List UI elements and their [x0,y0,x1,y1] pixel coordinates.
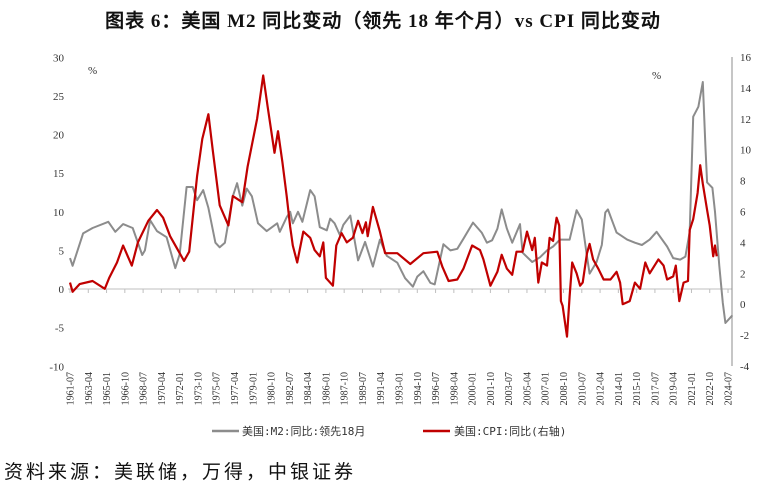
x-axis-tick-label: 1986-01 [321,372,332,405]
x-axis-tick-label: 2014-01 [614,372,625,405]
x-axis-tick-label: 1968-07 [139,372,150,405]
x-axis-tick-label: 1965-01 [102,372,113,405]
right-axis-tick-label: 4 [740,237,746,249]
x-axis-tick-label: 1961-07 [66,372,77,405]
x-axis-tick-label: 1973-10 [193,372,204,405]
left-axis-tick-label: 30 [53,52,65,64]
x-axis-tick-label: 2005-04 [522,372,533,405]
x-axis-tick-label: 1991-04 [376,372,387,405]
chart-title: 图表 6：美国 M2 同比变动（领先 18 年个月）vs CPI 同比变动 [105,11,661,32]
x-axis-tick-label: 2008-10 [559,372,570,405]
left-axis-tick-label: 15 [53,168,65,180]
x-axis-tick-label: 2021-01 [687,372,698,405]
x-axis-tick-label: 2000-01 [468,372,479,405]
x-axis-tick-label: 1979-01 [248,372,259,405]
x-axis-tick-label: 2015-10 [632,372,643,405]
x-axis-tick-label: 2024-07 [724,372,735,405]
right-axis-tick-label: 14 [740,83,752,95]
cpi-series-line [68,74,718,338]
right-axis-tick-label: 12 [740,114,751,126]
right-axis-tick-label: 10 [740,145,752,157]
left-axis-unit: % [88,65,97,77]
x-axis-tick-label: 2001-10 [486,372,497,405]
x-axis-tick-label: 1977-04 [230,372,241,405]
x-axis-tick-label: 1970-04 [157,372,168,405]
legend-label: 美国:M2:同比:领先18月 [242,425,365,438]
x-axis-tick-label: 1994-10 [413,372,424,405]
x-axis-tick-label: 1966-10 [120,372,131,405]
left-axis-tick-label: 20 [53,130,65,142]
right-axis-tick-label: 8 [740,176,746,188]
x-axis-tick-label: 1980-10 [267,372,278,405]
right-axis-tick-label: 2 [740,268,746,280]
left-axis-tick-label: -5 [55,323,65,335]
source-note: 资料来源：美联储，万得，中银证券 [4,462,357,483]
x-axis-tick-label: 1989-07 [358,372,369,405]
right-axis-tick-label: -2 [740,330,749,342]
x-axis-tick-label: 1996-07 [431,372,442,405]
x-axis-tick-label: 1987-10 [340,372,351,405]
x-axis-tick-label: 1998-04 [449,372,460,405]
x-axis-tick-label: 1975-07 [212,372,223,405]
m2-series-line [69,81,734,324]
x-axis-tick-label: 2012-04 [596,372,607,405]
right-axis-unit: % [652,70,661,82]
right-axis-tick-label: 16 [740,52,752,64]
x-axis-tick-label: 2017-07 [650,372,661,405]
left-axis-tick-label: 5 [59,245,65,257]
left-axis-tick-label: -10 [49,361,64,373]
x-axis-tick-label: 2003-07 [504,372,515,405]
x-axis-tick-label: 1993-01 [395,372,406,405]
x-axis-tick-label: 2019-04 [669,372,680,405]
x-axis-tick-label: 1963-04 [84,372,95,405]
x-axis-tick-label: 2010-07 [577,372,588,405]
left-axis-tick-label: 25 [53,91,65,103]
left-axis-tick-label: 10 [53,207,65,219]
x-axis-tick-label: 2022-10 [705,372,716,405]
right-axis-tick-label: -4 [740,361,750,373]
x-axis-tick-label: 1984-04 [303,372,314,405]
legend-label: 美国:CPI:同比(右轴) [454,424,566,438]
left-axis-tick-label: 0 [59,284,65,296]
right-axis-tick-label: 0 [740,299,746,311]
x-axis-tick-label: 1982-07 [285,372,296,405]
x-axis-tick-label: 2007-01 [541,372,552,405]
x-axis-tick-label: 1972-01 [175,372,186,405]
right-axis-tick-label: 6 [740,207,746,219]
